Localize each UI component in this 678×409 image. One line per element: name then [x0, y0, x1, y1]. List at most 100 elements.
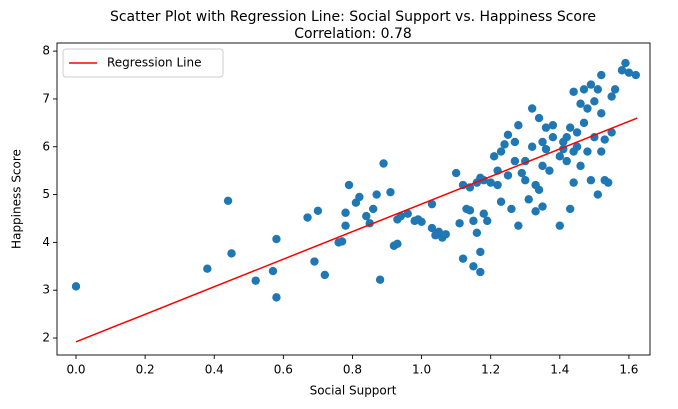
scatter-point — [386, 187, 395, 197]
scatter-point — [534, 113, 544, 123]
scatter-point — [569, 178, 578, 187]
scatter-point — [341, 208, 350, 217]
scatter-point — [624, 68, 634, 77]
scatter-point — [341, 221, 350, 230]
scatter-point — [251, 276, 260, 285]
x-tick-label: 1.6 — [619, 363, 638, 377]
scatter-point — [71, 282, 81, 291]
scatter-point — [455, 219, 464, 228]
scatter-point — [559, 137, 568, 147]
scatter-point — [569, 147, 578, 156]
scatter-point — [527, 104, 537, 113]
y-tick-label: 4 — [42, 235, 50, 249]
scatter-point — [610, 85, 620, 94]
scatter-point — [451, 168, 461, 178]
x-axis-label: Social Support — [310, 384, 397, 398]
scatter-point — [368, 204, 378, 214]
scatter-point — [565, 204, 575, 214]
scatter-point — [514, 221, 523, 230]
scatter-point — [203, 264, 212, 273]
scatter-point — [372, 190, 381, 199]
scatter-point — [441, 230, 450, 239]
scatter-point — [476, 247, 485, 257]
scatter-point — [469, 262, 478, 271]
scatter-point — [483, 216, 492, 226]
scatter-point — [503, 171, 513, 180]
x-tick-label: 1.2 — [481, 363, 500, 377]
scatter-point — [600, 135, 609, 144]
scatter-point — [586, 80, 596, 89]
scatter-point — [496, 197, 506, 206]
legend-box — [62, 48, 224, 78]
scatter-point — [586, 176, 596, 185]
scatter-point — [320, 270, 330, 280]
scatter-point — [538, 202, 547, 211]
scatter-point — [583, 104, 592, 113]
x-tick-label: 0.6 — [274, 363, 293, 377]
scatter-point — [562, 156, 571, 166]
scatter-point — [362, 211, 371, 221]
scatter-point — [223, 196, 233, 205]
scatter-point — [272, 293, 281, 302]
scatter-point — [500, 140, 509, 149]
y-tick-label: 6 — [42, 139, 50, 153]
scatter-point — [579, 85, 589, 94]
legend-label: Regression Line — [107, 56, 201, 70]
scatter-point — [593, 190, 603, 199]
scatter-point — [521, 176, 530, 185]
scatter-point — [476, 267, 485, 277]
scatter-point — [465, 206, 475, 215]
x-tick-label: 0.0 — [66, 363, 85, 377]
x-tick-label: 0.8 — [343, 363, 362, 377]
scatter-point — [524, 195, 533, 204]
scatter-point — [548, 132, 558, 142]
scatter-point — [590, 97, 599, 106]
x-tick-label: 0.4 — [205, 363, 224, 377]
scatter-point — [555, 152, 565, 161]
scatter-point — [510, 156, 520, 166]
y-tick-label: 2 — [42, 331, 50, 345]
y-tick-label: 5 — [42, 187, 50, 201]
scatter-point — [569, 87, 578, 96]
scatter-point — [583, 147, 592, 156]
scatter-point — [617, 66, 627, 75]
scatter-point — [403, 209, 412, 218]
scatter-point — [393, 239, 402, 249]
scatter-point — [507, 204, 516, 214]
x-tick-label: 1.4 — [550, 363, 569, 377]
x-tick-label: 1.0 — [412, 363, 431, 377]
scatter-point — [527, 142, 537, 151]
scatter-point — [493, 180, 502, 190]
scatter-point — [337, 237, 347, 246]
y-axis-label: Happiness Score — [10, 149, 24, 249]
scatter-point — [579, 118, 589, 128]
scatter-point — [510, 137, 520, 147]
scatter-point — [489, 152, 499, 161]
chart-title: Scatter Plot with Regression Line: Socia… — [110, 9, 596, 25]
scatter-point — [593, 85, 603, 94]
scatter-point — [538, 161, 547, 171]
scatter-point — [417, 217, 426, 227]
scatter-point — [458, 254, 468, 263]
scatter-point — [375, 275, 385, 284]
chart-subtitle: Correlation: 0.78 — [294, 26, 412, 42]
regression-line — [75, 117, 638, 343]
scatter-point — [310, 257, 319, 266]
scatter-point — [227, 249, 236, 258]
y-tick-label: 7 — [42, 91, 50, 105]
scatter-point — [486, 178, 495, 187]
scatter-point — [531, 207, 540, 216]
scatter-point — [603, 178, 613, 187]
scatter-point — [379, 159, 388, 168]
scatter-point — [555, 221, 565, 230]
scatter-point — [496, 147, 506, 156]
scatter-point — [469, 216, 478, 226]
scatter-point — [517, 168, 526, 178]
scatter-point — [538, 137, 547, 147]
scatter-point — [621, 58, 630, 68]
scatter-point — [534, 185, 544, 194]
scatter-point — [576, 99, 585, 108]
plot-frame — [56, 42, 651, 356]
y-tick-label: 3 — [42, 283, 50, 297]
